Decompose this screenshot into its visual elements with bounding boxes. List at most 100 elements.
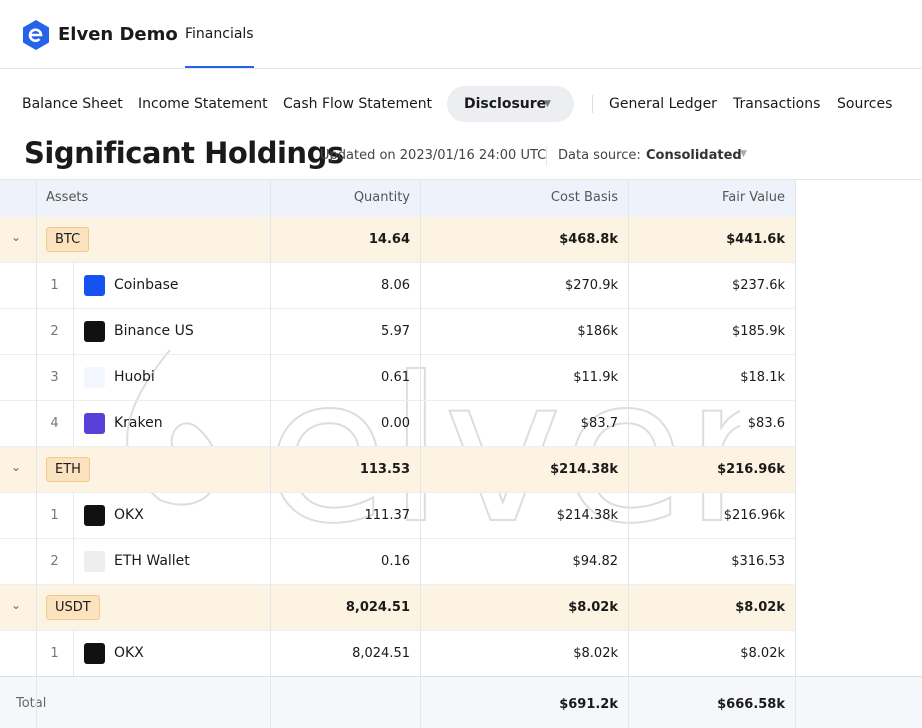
exchange-icon: [84, 321, 105, 342]
divider: [0, 68, 922, 69]
cell-fair: $237.6k: [731, 278, 785, 293]
tab[interactable]: Financials: [185, 26, 254, 42]
exchange-icon: [84, 367, 105, 388]
cell-border: [73, 539, 74, 584]
cell-cost: $214.38k: [556, 508, 618, 523]
column-border: [628, 180, 629, 728]
cell-cost: $94.82: [572, 554, 619, 569]
column-header: Cost Basis: [550, 190, 618, 205]
exchange-name: Coinbase: [114, 277, 179, 293]
row: [0, 263, 795, 309]
nav-separator: [592, 95, 593, 113]
asset-badge: ETH: [46, 457, 90, 482]
cell-fair: $316.53: [731, 554, 785, 569]
cell-cost: $8.02k: [568, 600, 618, 615]
row-index: 1: [50, 508, 59, 523]
total-fair: $666.58k: [717, 697, 785, 712]
exchange-icon: [84, 551, 105, 572]
watermark: elven: [126, 334, 740, 530]
cell-cost: $83.7: [580, 416, 618, 431]
nav-item[interactable]: Cash Flow Statement: [283, 96, 433, 112]
cell-fair: $216.96k: [723, 508, 785, 523]
cell-fair: $83.6: [747, 416, 785, 431]
group-row: [0, 217, 795, 263]
column-border: [270, 180, 271, 728]
row: [0, 493, 795, 539]
nav-caret: ▼: [544, 99, 551, 109]
cell-quantity: 111.37: [364, 508, 411, 523]
cell-border: [73, 355, 74, 400]
cell-fair: $185.9k: [731, 324, 785, 339]
cell-cost: $186k: [577, 324, 618, 339]
source-select[interactable]: Consolidated: [646, 148, 742, 163]
page-title: Significant Holdings: [24, 136, 344, 170]
cell-cost: $270.9k: [564, 278, 618, 293]
row-index: 3: [50, 370, 59, 385]
cell-border: [73, 401, 74, 446]
expand-toggle[interactable]: ⌄: [11, 460, 22, 474]
exchange-icon: [84, 505, 105, 526]
exchange-name: ETH Wallet: [114, 553, 190, 569]
exchange-name: Kraken: [114, 415, 163, 431]
cell-quantity: 8,024.51: [345, 600, 410, 615]
nav-active[interactable]: Disclosure: [464, 96, 547, 112]
column-border: [36, 180, 37, 728]
nav-item[interactable]: Transactions: [733, 96, 821, 112]
expand-toggle[interactable]: ⌄: [11, 598, 22, 612]
cell-fair: $8.02k: [735, 600, 785, 615]
row-index: 2: [50, 324, 59, 339]
cell-cost: $11.9k: [573, 370, 618, 385]
exchange-name: OKX: [114, 645, 144, 661]
cell-fair: $441.6k: [726, 232, 785, 247]
row: [0, 539, 795, 585]
nav-item[interactable]: Income Statement: [138, 96, 268, 112]
expand-toggle[interactable]: ⌄: [11, 230, 22, 244]
row-index: 2: [50, 554, 59, 569]
tab-underline: [185, 66, 254, 68]
exchange-icon: [84, 643, 105, 664]
cell-border: [73, 263, 74, 308]
total-row: [0, 676, 922, 728]
row: [0, 309, 795, 355]
nav-item[interactable]: Balance Sheet: [22, 96, 123, 112]
exchange-name: Huobi: [114, 369, 155, 385]
cell-cost: $468.8k: [559, 232, 618, 247]
exchange-icon: [84, 413, 105, 434]
exchange-name: OKX: [114, 507, 144, 523]
column-border: [795, 180, 796, 728]
column-header: Assets: [46, 190, 89, 205]
column-border: [420, 180, 421, 728]
cell-border: [73, 631, 74, 676]
nav-item[interactable]: Sources: [837, 96, 893, 112]
cell-quantity: 5.97: [381, 324, 410, 339]
column-header: Quantity: [353, 190, 410, 205]
total-cost: $691.2k: [559, 697, 618, 712]
cell-quantity: 14.64: [368, 232, 410, 247]
asset-badge: USDT: [46, 595, 100, 620]
cell-border: [73, 493, 74, 538]
asset-badge: BTC: [46, 227, 90, 252]
exchange-name: Binance US: [114, 323, 194, 339]
row-index: 1: [50, 278, 59, 293]
row-index: 1: [50, 646, 59, 661]
cell-fair: $8.02k: [740, 646, 785, 661]
cell-quantity: 0.00: [381, 416, 410, 431]
source-caret: ▼: [740, 149, 747, 159]
total-label: Total: [16, 696, 47, 711]
cell-fair: $216.96k: [717, 462, 785, 477]
nav-active-pill[interactable]: [447, 86, 574, 122]
logo: [23, 20, 49, 50]
nav-item[interactable]: General Ledger: [609, 96, 717, 112]
cell-quantity: 113.53: [359, 462, 410, 477]
updated: Updated on 2023/01/16 24:00 UTC: [320, 148, 547, 163]
divider: [0, 179, 922, 180]
source-label: Data source:: [558, 148, 641, 163]
group-row: [0, 585, 795, 631]
cell-quantity: 8,024.51: [352, 646, 410, 661]
brand: Elven Demo: [58, 24, 178, 45]
row-index: 4: [50, 416, 59, 431]
watermark-text: elven: [265, 335, 740, 530]
header-row: [0, 180, 795, 217]
row: [0, 355, 795, 401]
